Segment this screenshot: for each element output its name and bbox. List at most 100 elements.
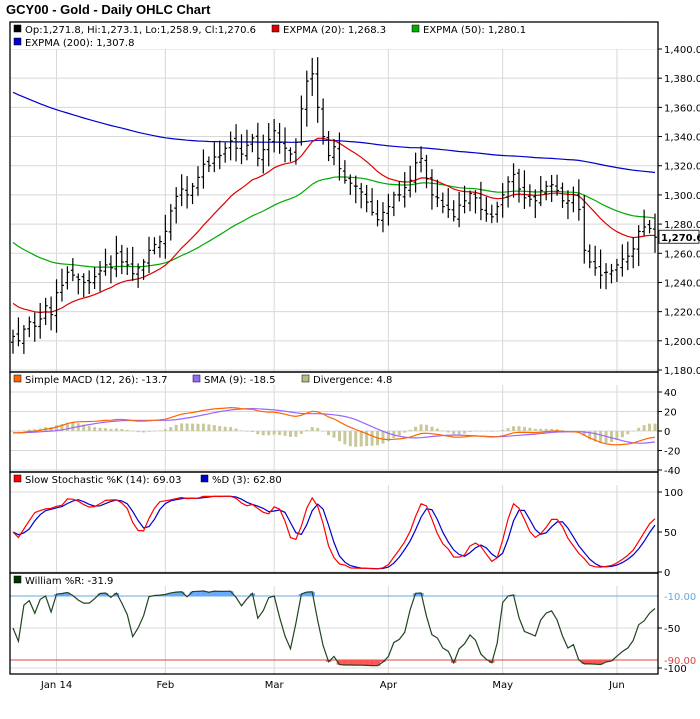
divergence-bar bbox=[273, 431, 276, 435]
legend-swatch bbox=[14, 475, 21, 482]
macd-legend-text: Simple MACD (12, 26): -13.7 bbox=[25, 375, 168, 386]
signal-line bbox=[13, 409, 655, 444]
divergence-bar bbox=[17, 431, 20, 432]
y-tick-label: 1,400.0 bbox=[664, 45, 700, 56]
divergence-bar bbox=[534, 429, 537, 431]
divergence-bar bbox=[621, 431, 624, 437]
y-tick-label: 0 bbox=[664, 568, 670, 579]
divergence-bar bbox=[626, 431, 629, 434]
y-tick-label: -100 bbox=[664, 664, 687, 675]
divergence-bar bbox=[131, 431, 134, 432]
x-tick-label: Jan 14 bbox=[40, 680, 72, 691]
overbought-fill bbox=[195, 591, 200, 596]
divergence-bar bbox=[485, 431, 488, 432]
y-tick-label: 0 bbox=[664, 427, 670, 438]
divergence-bar bbox=[115, 428, 118, 431]
divergence-bar bbox=[496, 431, 499, 432]
divergence-bar bbox=[229, 427, 232, 431]
divergence-bar bbox=[93, 427, 96, 431]
divergence-bar bbox=[262, 431, 265, 435]
legend-swatch bbox=[272, 25, 279, 32]
oversold-fill bbox=[342, 660, 347, 665]
divergence-bar bbox=[240, 430, 243, 431]
divergence-bar bbox=[278, 431, 281, 435]
divergence-bar bbox=[191, 424, 194, 431]
divergence-bar bbox=[512, 426, 515, 431]
divergence-bar bbox=[218, 426, 221, 431]
divergence-bar bbox=[539, 429, 542, 431]
divergence-bar bbox=[398, 431, 401, 435]
legend-swatch bbox=[14, 576, 21, 583]
divergence-bar bbox=[637, 428, 640, 431]
y-tick-label: 1,320.0 bbox=[664, 162, 700, 173]
divergence-bar bbox=[333, 431, 336, 438]
y-tick-label: -20 bbox=[664, 447, 680, 458]
divergence-bar bbox=[610, 431, 613, 442]
divergence-bar bbox=[420, 424, 423, 431]
divergence-bar bbox=[469, 431, 472, 432]
divergence-bar bbox=[213, 425, 216, 431]
divergence-bar bbox=[343, 431, 346, 444]
legend-swatch bbox=[14, 375, 21, 382]
divergence-bar bbox=[289, 431, 292, 437]
divergence-bar bbox=[235, 429, 238, 431]
divergence-bar bbox=[414, 427, 417, 431]
divergence-bar bbox=[186, 423, 189, 431]
y-tick-label: -40 bbox=[664, 466, 680, 477]
divergence-bar bbox=[164, 429, 167, 431]
divergence-bar bbox=[360, 431, 363, 447]
divergence-bar bbox=[245, 431, 248, 432]
y-tick-label: 1,200.0 bbox=[664, 337, 700, 348]
divergence-bar bbox=[430, 427, 433, 431]
divergence-bar bbox=[224, 427, 227, 431]
y-tick-label: 1,380.0 bbox=[664, 74, 700, 85]
divergence-bar bbox=[99, 428, 102, 431]
divergence-bar bbox=[632, 431, 635, 432]
stoch-legend-text: %D (3): 62.80 bbox=[212, 475, 282, 486]
divergence-bar bbox=[158, 430, 161, 431]
divergence-bar bbox=[120, 429, 123, 431]
legend-swatch bbox=[302, 375, 309, 382]
divergence-bar bbox=[403, 431, 406, 433]
divergence-bar bbox=[436, 429, 439, 431]
divergence-bar bbox=[354, 431, 357, 447]
will-panel-frame bbox=[10, 573, 658, 674]
divergence-bar bbox=[12, 431, 15, 432]
divergence-bar bbox=[371, 431, 374, 446]
divergence-bar bbox=[137, 431, 140, 432]
oversold-fill bbox=[369, 660, 374, 666]
divergence-bar bbox=[349, 431, 352, 446]
stoch-legend-text: Slow Stochastic %K (14): 69.03 bbox=[25, 475, 181, 486]
divergence-bar bbox=[479, 431, 482, 432]
divergence-bar bbox=[463, 431, 466, 434]
x-tick-label: May bbox=[492, 680, 513, 691]
divergence-bar bbox=[517, 426, 520, 431]
y-tick-label: 20 bbox=[664, 408, 677, 419]
divergence-bar bbox=[22, 430, 25, 431]
y-tick-label: 40 bbox=[664, 388, 677, 399]
x-tick-label: Feb bbox=[156, 680, 174, 691]
x-tick-label: Mar bbox=[265, 680, 285, 691]
divergence-bar bbox=[196, 424, 199, 431]
x-tick-label: Apr bbox=[380, 680, 398, 691]
divergence-bar bbox=[169, 427, 172, 431]
divergence-bar bbox=[441, 431, 444, 432]
divergence-bar bbox=[327, 431, 330, 435]
divergence-bar bbox=[458, 431, 461, 434]
macd-legend-text: SMA (9): -18.5 bbox=[204, 375, 276, 386]
divergence-bar bbox=[507, 428, 510, 431]
divergence-bar bbox=[648, 424, 651, 431]
y-tick-label: 1,240.0 bbox=[664, 278, 700, 289]
legend-swatch bbox=[14, 25, 21, 32]
divergence-bar bbox=[88, 426, 91, 431]
legend-swatch bbox=[14, 38, 21, 45]
divergence-bar bbox=[381, 431, 384, 443]
y-tick-label: 100 bbox=[664, 488, 683, 499]
y-tick-label: -50 bbox=[664, 624, 680, 635]
divergence-bar bbox=[409, 430, 412, 431]
divergence-bar bbox=[294, 431, 297, 437]
divergence-bar bbox=[28, 430, 31, 431]
divergence-bar bbox=[501, 430, 504, 431]
divergence-bar bbox=[251, 431, 254, 432]
